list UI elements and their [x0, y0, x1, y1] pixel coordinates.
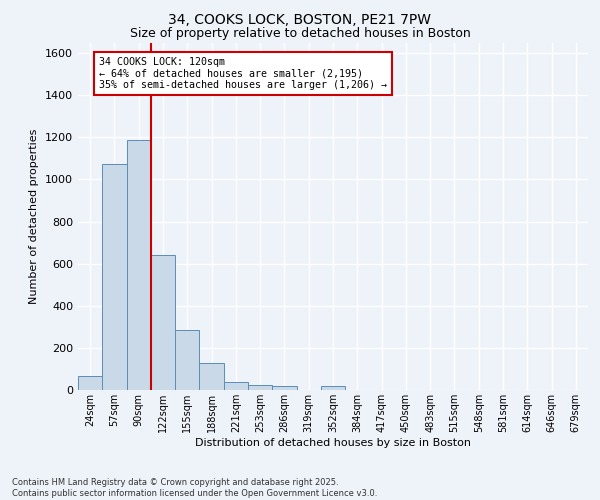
Bar	[272, 386, 296, 390]
Text: 34 COOKS LOCK: 120sqm
← 64% of detached houses are smaller (2,195)
35% of semi-d: 34 COOKS LOCK: 120sqm ← 64% of detached …	[98, 57, 386, 90]
Bar	[102, 164, 127, 390]
Text: 34, COOKS LOCK, BOSTON, PE21 7PW: 34, COOKS LOCK, BOSTON, PE21 7PW	[169, 12, 431, 26]
Bar	[78, 376, 102, 390]
Bar	[151, 255, 175, 390]
Text: Size of property relative to detached houses in Boston: Size of property relative to detached ho…	[130, 28, 470, 40]
Bar	[224, 382, 248, 390]
Bar	[321, 386, 345, 390]
Text: Contains HM Land Registry data © Crown copyright and database right 2025.
Contai: Contains HM Land Registry data © Crown c…	[12, 478, 377, 498]
Bar	[127, 140, 151, 390]
Y-axis label: Number of detached properties: Number of detached properties	[29, 128, 40, 304]
X-axis label: Distribution of detached houses by size in Boston: Distribution of detached houses by size …	[195, 438, 471, 448]
Bar	[175, 330, 199, 390]
Bar	[199, 362, 224, 390]
Bar	[248, 384, 272, 390]
